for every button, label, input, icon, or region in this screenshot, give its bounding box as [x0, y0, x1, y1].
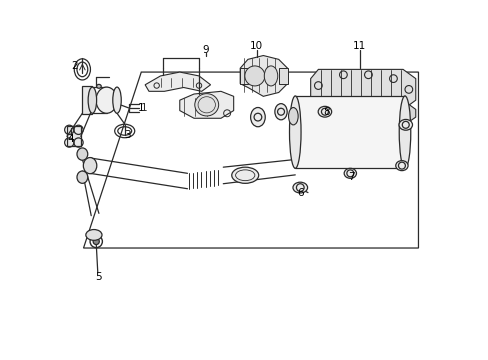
Text: 4: 4: [67, 134, 74, 144]
Polygon shape: [240, 68, 247, 84]
Polygon shape: [145, 72, 210, 91]
Ellipse shape: [274, 104, 286, 120]
Text: 3: 3: [123, 130, 130, 140]
Polygon shape: [278, 68, 287, 84]
Ellipse shape: [288, 108, 298, 125]
Bar: [295, 96, 404, 168]
Ellipse shape: [264, 66, 277, 86]
Ellipse shape: [250, 108, 264, 127]
Polygon shape: [180, 91, 233, 118]
Polygon shape: [82, 86, 92, 114]
Text: 8: 8: [322, 107, 329, 117]
Ellipse shape: [398, 120, 412, 130]
Text: 6: 6: [296, 188, 303, 198]
Text: 7: 7: [348, 172, 354, 182]
Ellipse shape: [289, 96, 301, 168]
Polygon shape: [67, 126, 81, 147]
Text: 10: 10: [250, 41, 263, 51]
Ellipse shape: [86, 230, 102, 240]
Text: 1: 1: [138, 103, 144, 113]
Ellipse shape: [88, 87, 97, 113]
Ellipse shape: [398, 96, 410, 168]
Text: 2: 2: [71, 60, 78, 71]
Ellipse shape: [77, 171, 87, 183]
Polygon shape: [310, 100, 415, 126]
Ellipse shape: [318, 106, 331, 117]
Ellipse shape: [395, 161, 407, 171]
Circle shape: [93, 238, 99, 244]
Ellipse shape: [97, 84, 101, 88]
Polygon shape: [240, 55, 287, 96]
Text: 1: 1: [141, 103, 147, 113]
Ellipse shape: [292, 182, 307, 193]
Text: 11: 11: [352, 41, 366, 51]
Polygon shape: [310, 69, 415, 109]
Ellipse shape: [83, 158, 97, 174]
Ellipse shape: [77, 148, 87, 160]
Text: 9: 9: [202, 45, 208, 55]
Ellipse shape: [113, 87, 121, 113]
Text: 5: 5: [96, 272, 102, 282]
Ellipse shape: [194, 94, 218, 116]
Ellipse shape: [244, 66, 264, 86]
Ellipse shape: [344, 168, 356, 178]
Ellipse shape: [96, 87, 117, 113]
Ellipse shape: [231, 167, 258, 183]
